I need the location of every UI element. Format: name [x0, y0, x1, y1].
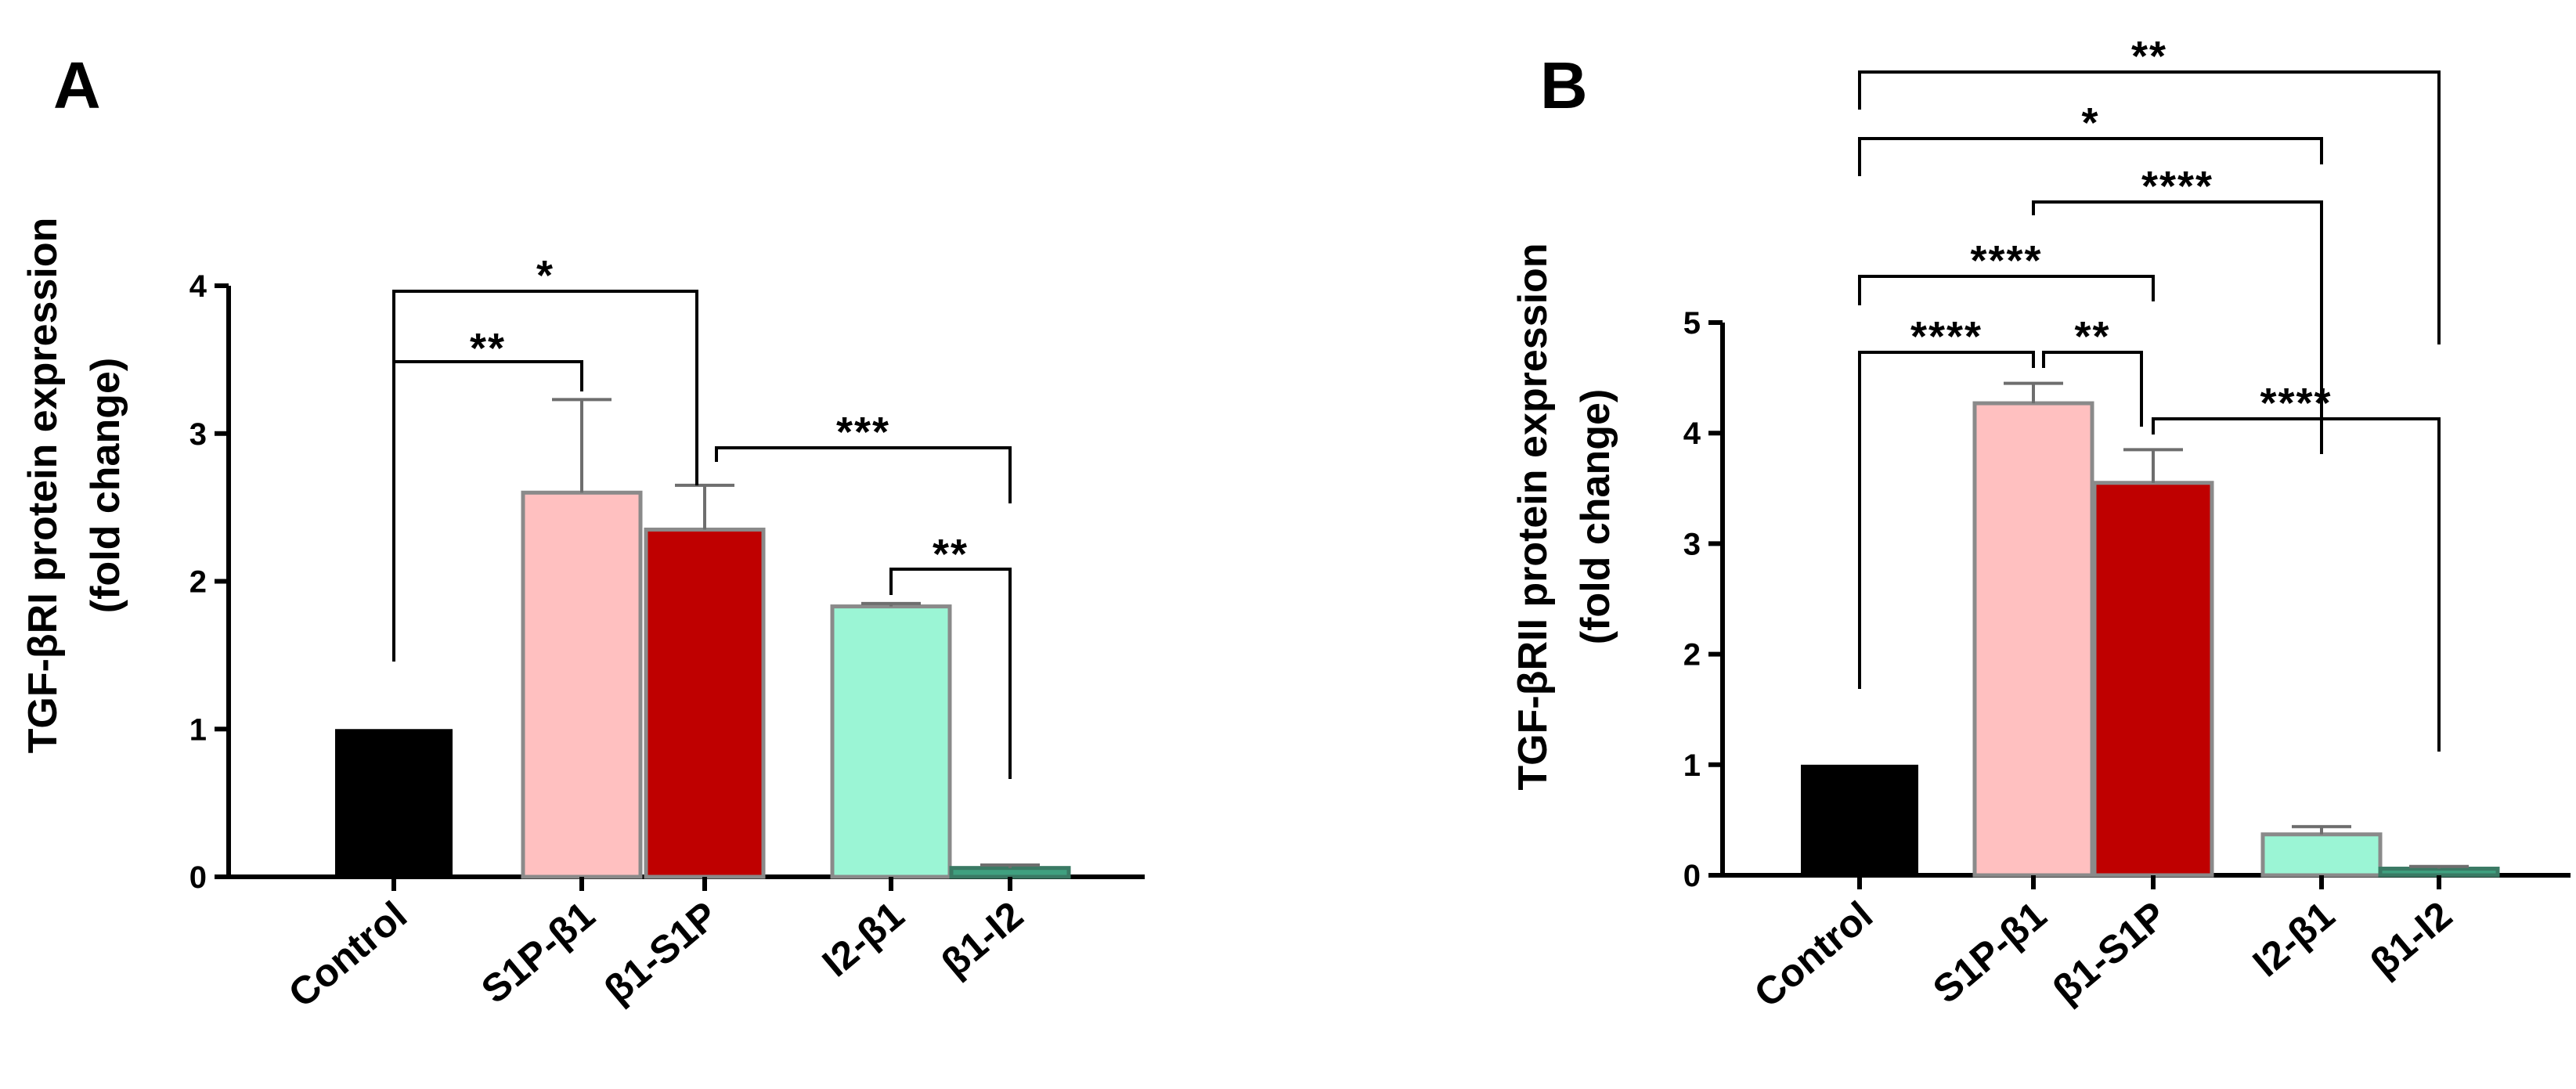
y-tick-label: 3 [1683, 527, 1701, 561]
significance-label: **** [1970, 237, 2042, 284]
bar--1-i2 [949, 866, 1071, 879]
bar--1-s1p [2092, 481, 2214, 878]
significance-label: **** [2141, 163, 2213, 210]
significance-bracket [1858, 275, 2155, 305]
y-axis-label: TGF-βRII protein expression [1510, 243, 1556, 790]
y-tick-label: 2 [189, 565, 207, 600]
y-axis-label: TGF-βRI protein expression [20, 218, 66, 754]
significance-bracket [2032, 200, 2323, 454]
x-category-label: β1-I2 [2362, 893, 2460, 986]
x-category-label: S1P-β1 [473, 893, 603, 1012]
y-tick-label: 5 [1683, 306, 1701, 341]
bar-s1p-1 [521, 490, 643, 879]
significance-bracket [1858, 137, 2323, 176]
bar-i2-1 [2260, 832, 2383, 878]
significance-label: ** [2131, 33, 2167, 80]
y-axis-label-units: (fold change) [1573, 389, 1618, 644]
y-tick-label: 2 [1683, 638, 1701, 673]
y-axis-label-units: (fold change) [83, 358, 128, 613]
significance-bracket [1858, 70, 2441, 344]
x-category-label: I2-β1 [2245, 893, 2343, 986]
significance-label: **** [2260, 380, 2332, 427]
significance-bracket [2042, 351, 2143, 427]
y-tick-label: 0 [1683, 859, 1701, 893]
y-tick-label: 3 [189, 417, 207, 452]
x-category-label: β1-I2 [933, 893, 1031, 986]
significance-bracket [1858, 351, 2035, 689]
x-category-label: Control [280, 893, 415, 1016]
y-tick-label: 1 [1683, 748, 1701, 783]
x-category-label: Control [1746, 893, 1881, 1016]
y-tick-label: 4 [189, 269, 207, 304]
y-tick-label: 1 [189, 712, 207, 747]
bar--1-i2 [2378, 867, 2500, 878]
x-category-label: β1-S1P [596, 893, 726, 1012]
bar-i2-1 [830, 604, 952, 879]
x-category-label: β1-S1P [2044, 893, 2174, 1012]
panel-b: B TGF-βRII protein expression (fold change… [1510, 33, 2571, 1016]
panel-a: A TGF-βRI protein expression (fold change)… [20, 49, 1145, 1016]
significance-bracket [715, 446, 1012, 503]
panel-letter: A [53, 49, 101, 122]
significance-label: ** [933, 531, 969, 578]
significance-label: * [536, 252, 554, 299]
y-tick-label: 4 [1683, 416, 1701, 451]
significance-bracket [2152, 417, 2441, 752]
significance-label: **** [1910, 313, 1983, 360]
x-category-label: S1P-β1 [1925, 893, 2055, 1012]
significance-bracket [392, 360, 583, 662]
y-tick-label: 0 [189, 860, 207, 895]
significance-label: ** [470, 325, 506, 372]
bar-control [335, 729, 453, 877]
significance-label: * [2081, 99, 2099, 146]
panel-letter: B [1540, 49, 1588, 122]
significance-label: ** [2074, 313, 2110, 360]
bar-s1p-1 [1972, 401, 2094, 878]
significance-bracket [889, 568, 1012, 779]
bar-control [1801, 764, 1918, 875]
significance-label: *** [836, 409, 890, 456]
x-category-label: I2-β1 [814, 893, 912, 986]
bar--1-s1p [644, 527, 766, 879]
